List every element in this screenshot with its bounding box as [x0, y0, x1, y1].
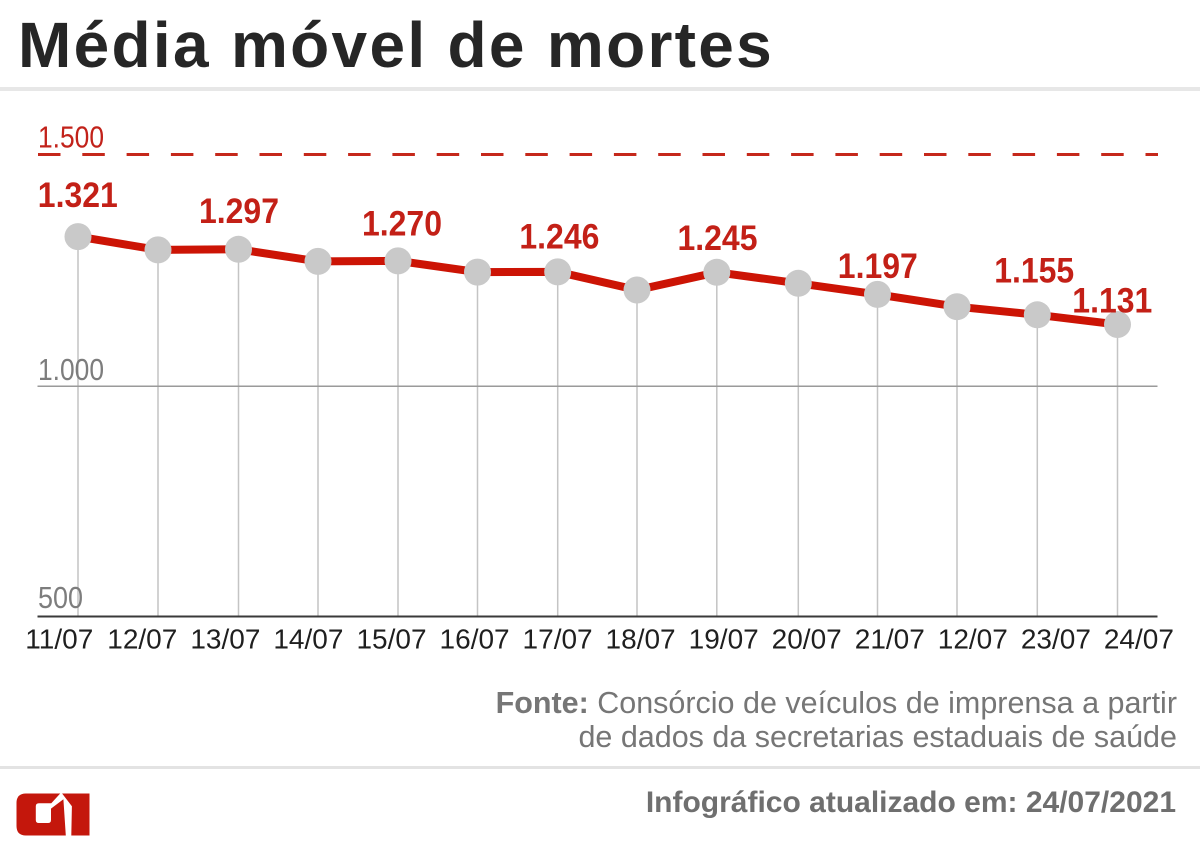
- svg-text:1.197: 1.197: [838, 247, 918, 286]
- svg-text:12/07: 12/07: [107, 624, 177, 655]
- svg-text:13/07: 13/07: [190, 624, 260, 655]
- svg-text:1.500: 1.500: [38, 120, 104, 155]
- svg-text:1.000: 1.000: [38, 352, 104, 387]
- svg-text:11/07: 11/07: [25, 624, 93, 655]
- svg-text:1.297: 1.297: [199, 192, 279, 231]
- svg-text:1.245: 1.245: [678, 219, 758, 258]
- svg-text:1.246: 1.246: [519, 218, 599, 257]
- svg-text:15/07: 15/07: [356, 624, 426, 655]
- svg-text:23/07: 23/07: [1021, 624, 1091, 655]
- svg-text:19/07: 19/07: [689, 624, 759, 655]
- svg-text:16/07: 16/07: [440, 624, 510, 655]
- svg-text:1.270: 1.270: [362, 205, 442, 244]
- svg-text:500: 500: [38, 580, 83, 615]
- svg-text:17/07: 17/07: [523, 624, 593, 655]
- svg-text:20/07: 20/07: [772, 624, 842, 655]
- svg-text:24/07: 24/07: [1104, 624, 1174, 655]
- svg-text:1.321: 1.321: [38, 176, 118, 215]
- svg-text:18/07: 18/07: [606, 624, 676, 655]
- svg-text:12/07: 12/07: [938, 624, 1008, 655]
- svg-text:14/07: 14/07: [273, 624, 343, 655]
- svg-text:1.131: 1.131: [1072, 282, 1152, 321]
- svg-text:1.155: 1.155: [994, 252, 1074, 291]
- svg-text:21/07: 21/07: [855, 624, 925, 655]
